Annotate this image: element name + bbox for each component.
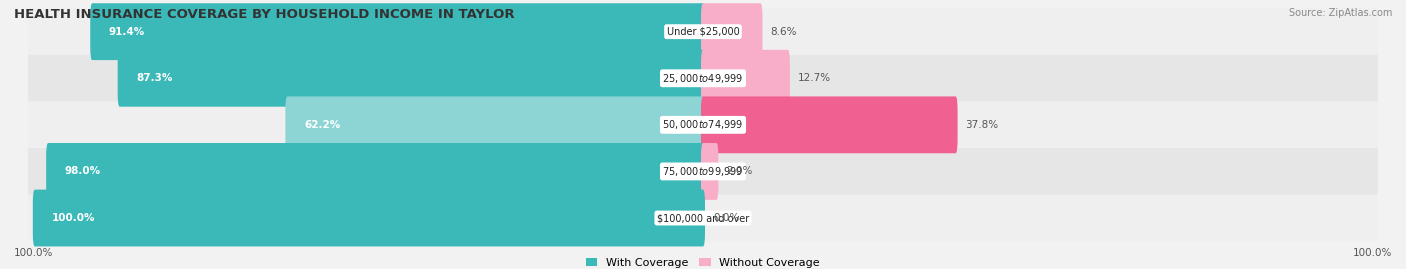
Text: Under $25,000: Under $25,000 [666,27,740,37]
Text: HEALTH INSURANCE COVERAGE BY HOUSEHOLD INCOME IN TAYLOR: HEALTH INSURANCE COVERAGE BY HOUSEHOLD I… [14,8,515,21]
FancyBboxPatch shape [702,96,957,153]
Text: 37.8%: 37.8% [966,120,998,130]
Legend: With Coverage, Without Coverage: With Coverage, Without Coverage [582,253,824,269]
FancyBboxPatch shape [46,143,704,200]
Text: 8.6%: 8.6% [770,27,797,37]
FancyBboxPatch shape [28,55,1378,102]
FancyBboxPatch shape [702,3,762,60]
FancyBboxPatch shape [90,3,704,60]
Text: 100.0%: 100.0% [52,213,96,223]
Text: 62.2%: 62.2% [304,120,340,130]
Text: 12.7%: 12.7% [797,73,831,83]
Text: Source: ZipAtlas.com: Source: ZipAtlas.com [1288,8,1392,18]
Text: $25,000 to $49,999: $25,000 to $49,999 [662,72,744,85]
FancyBboxPatch shape [28,148,1378,195]
FancyBboxPatch shape [32,190,704,246]
Text: 98.0%: 98.0% [65,167,101,176]
Text: 100.0%: 100.0% [14,248,53,258]
FancyBboxPatch shape [28,195,1378,241]
FancyBboxPatch shape [28,8,1378,55]
FancyBboxPatch shape [118,50,704,107]
Text: 100.0%: 100.0% [1353,248,1392,258]
Text: 91.4%: 91.4% [110,27,145,37]
FancyBboxPatch shape [702,50,790,107]
Text: $100,000 and over: $100,000 and over [657,213,749,223]
Text: 0.0%: 0.0% [713,213,740,223]
Text: 87.3%: 87.3% [136,73,173,83]
FancyBboxPatch shape [28,102,1378,148]
FancyBboxPatch shape [285,96,704,153]
Text: 2.0%: 2.0% [727,167,752,176]
FancyBboxPatch shape [702,143,718,200]
Text: $50,000 to $74,999: $50,000 to $74,999 [662,118,744,131]
Text: $75,000 to $99,999: $75,000 to $99,999 [662,165,744,178]
